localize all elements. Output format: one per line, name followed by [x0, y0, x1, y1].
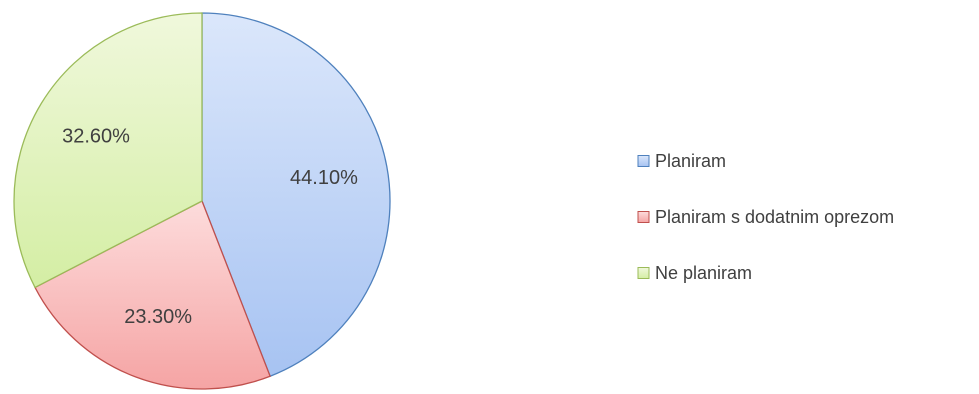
pie-slice-planiram-s-dodatnim-oprezom: [34, 200, 271, 390]
legend-item-planiram: Planiram: [637, 151, 726, 171]
legend-swatch-ne-planiram: [637, 267, 650, 279]
pie-data-labels: 44.10% 23.30% 32.60%: [62, 126, 358, 329]
legend-item-planiram-s-dodatnim-oprezom: Planiram s dodatnim oprezom: [637, 207, 894, 227]
pie-slices: [13, 12, 391, 390]
legend-swatch-planiram: [637, 155, 650, 167]
legend: Planiram Planiram s dodatnim oprezom Ne pl…: [637, 151, 894, 283]
legend-label-planiram-s-dodatnim-oprezom: Planiram s dodatnim oprezom: [655, 207, 894, 227]
legend-item-ne-planiram: Ne planiram: [637, 263, 752, 283]
legend-swatch-planiram-s-dodatnim-oprezom: [637, 211, 650, 223]
data-label-planiram-s-dodatnim-oprezom: 23.30%: [124, 306, 192, 328]
legend-label-ne-planiram: Ne planiram: [655, 263, 752, 283]
pie-slice-planiram: [201, 12, 391, 378]
pie-slice-ne-planiram: [13, 12, 203, 289]
data-label-ne-planiram: 32.60%: [62, 126, 130, 148]
data-label-planiram: 44.10%: [290, 167, 358, 189]
legend-label-planiram: Planiram: [655, 151, 726, 171]
